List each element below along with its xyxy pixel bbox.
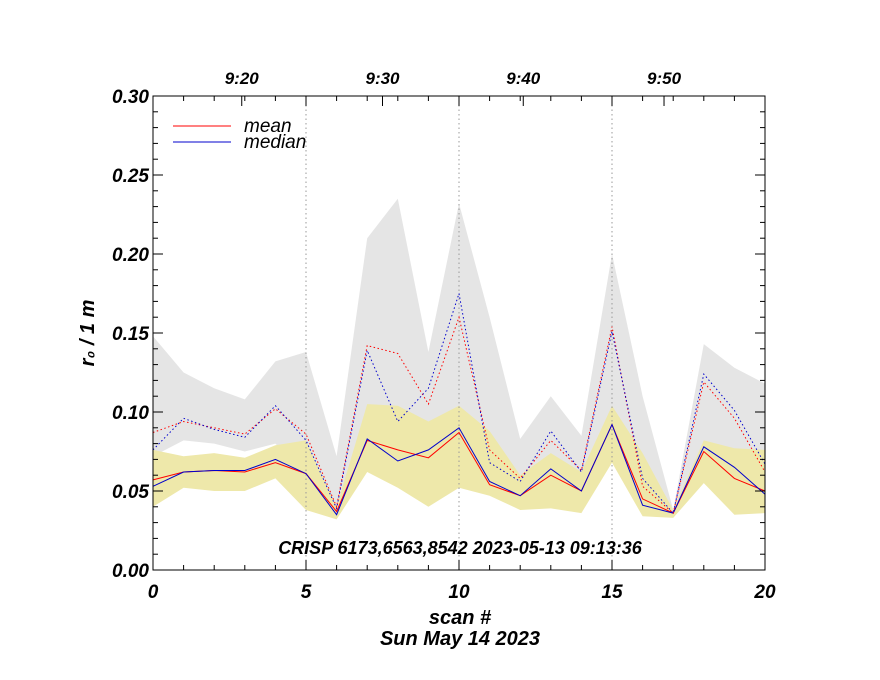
y-tick-label: 0.05 [112, 482, 149, 503]
top-time-label: 9:50 [647, 69, 682, 88]
x-tick-label: 20 [753, 582, 776, 603]
date-subtitle: Sun May 14 2023 [380, 628, 540, 650]
y-tick-label: 0.20 [112, 245, 149, 266]
x-tick-label: 0 [148, 582, 159, 603]
plot-frame [152, 95, 766, 571]
legend-label-median: median [244, 132, 306, 153]
y-tick-label: 0.30 [112, 87, 149, 108]
series-layer [152, 293, 766, 516]
series-line-median [152, 423, 766, 516]
instrument-annotation: CRISP 6173,6563,8542 2023-05-13 09:13:36 [278, 538, 643, 558]
y-tick-label: 0.15 [112, 324, 149, 345]
top-time-label: 9:30 [365, 69, 400, 88]
top-time-label: 9:40 [506, 69, 541, 88]
x-tick-label: 5 [301, 582, 312, 603]
x-tick-label: 10 [448, 582, 470, 603]
y-tick-label: 0.10 [112, 403, 149, 424]
x-axis-title: scan # [429, 607, 492, 629]
legend-label-mean: mean [244, 116, 292, 137]
gray-range-band [153, 198, 765, 515]
series-line-mean [152, 423, 766, 514]
y-tick-label: 0.00 [112, 561, 149, 582]
y-tick-label: 0.25 [112, 166, 149, 187]
x-tick-label: 15 [601, 582, 623, 603]
series-line-mean-upper [152, 315, 766, 515]
series-line-median-upper [152, 293, 766, 515]
y-axis-title: r₀ / 1 m [77, 300, 99, 367]
bands-layer [153, 198, 765, 520]
axis-labels: 0 5 10 15 20 0.00 0.05 0.10 0.15 0.20 0.25 0.30 9:20… [112, 69, 776, 603]
top-time-label: 9:20 [225, 69, 260, 88]
